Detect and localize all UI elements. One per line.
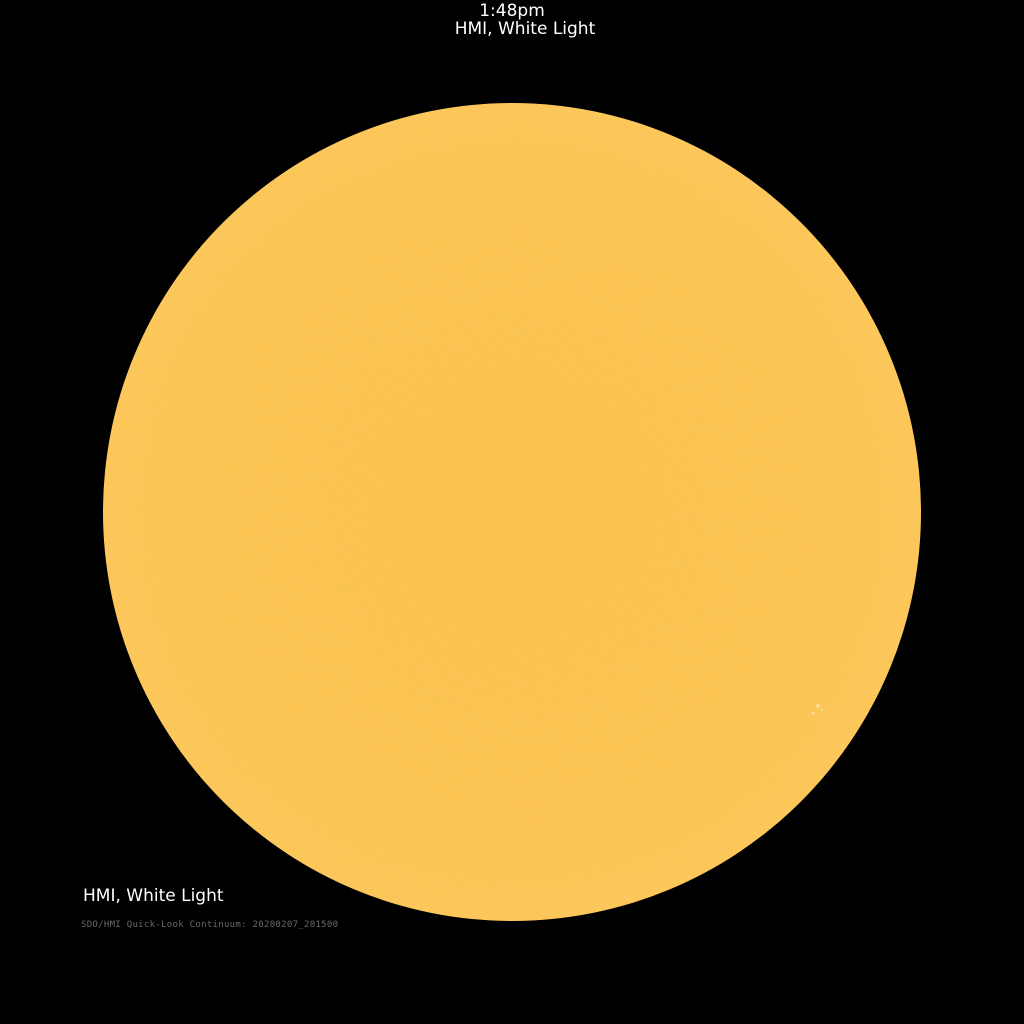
instrument-label: HMI, White Light	[83, 886, 224, 906]
granulation-texture	[103, 103, 921, 921]
sunspot-marks	[811, 704, 824, 715]
sun-disk-image	[103, 103, 921, 921]
image-title: HMI, White Light	[454, 19, 596, 39]
observation-time: 1:48pm	[479, 1, 545, 21]
source-label: SDO/HMI Quick-Look Continuum: 20200207_2…	[81, 920, 339, 930]
